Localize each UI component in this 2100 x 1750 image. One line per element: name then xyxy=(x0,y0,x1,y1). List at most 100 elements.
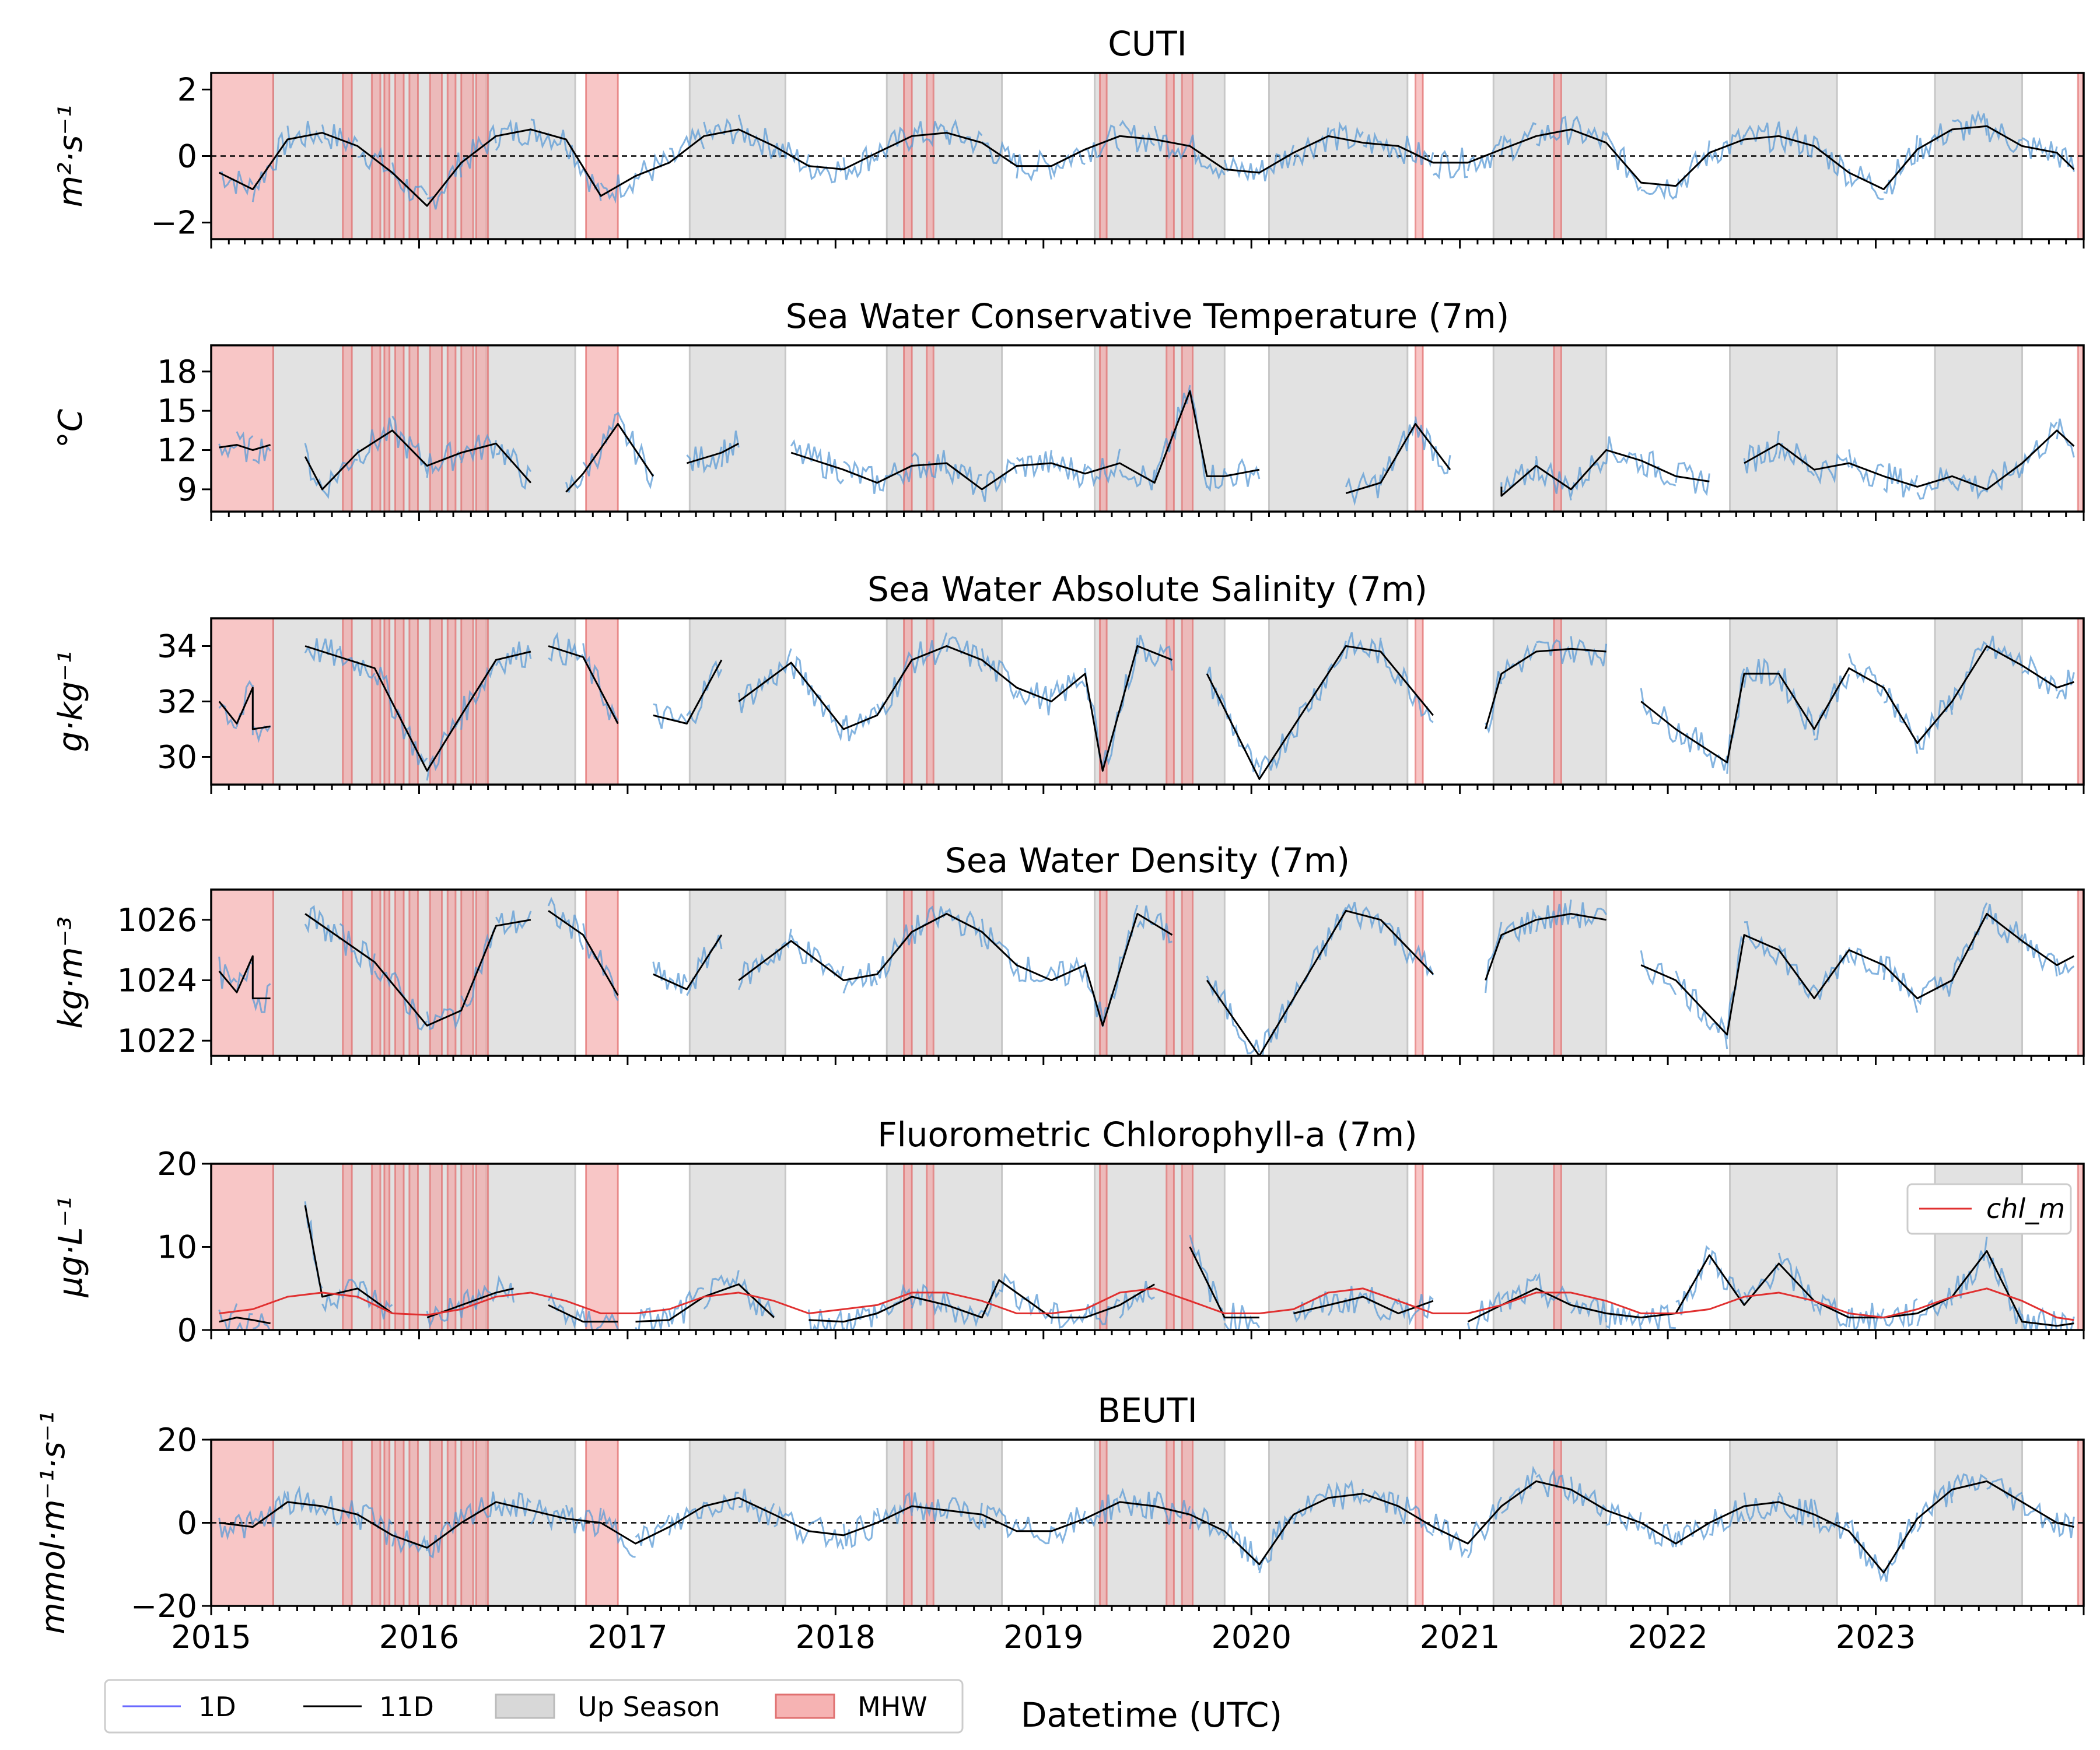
panel-shading-3 xyxy=(211,890,2084,1056)
mhw-band xyxy=(475,618,489,785)
mhw-band xyxy=(1414,890,1424,1056)
mhw-band xyxy=(903,890,913,1056)
mhw-band xyxy=(2077,890,2084,1056)
series-1d-line xyxy=(218,1201,2075,1330)
up-season-band xyxy=(1492,890,1608,1056)
series-1d-line xyxy=(219,110,2075,210)
panel-2: 30 32 34 Sea Water Absolute Salinity (7m) g·… xyxy=(52,569,2085,794)
up-season-band xyxy=(1934,345,2024,512)
up-season-band xyxy=(485,345,576,512)
mhw-band xyxy=(211,345,274,512)
panel-title: BEUTI xyxy=(1097,1391,1197,1430)
series-line-11d xyxy=(219,390,2075,497)
series-line-11d xyxy=(219,1480,2074,1574)
mhw-band xyxy=(342,1164,353,1330)
y-tick-label: 15 xyxy=(157,393,197,429)
panel-0: −2 0 2 CUTI m²·s⁻¹ xyxy=(52,24,2085,249)
x-tick-label: 2019 xyxy=(1003,1619,1083,1656)
y-tick-label: 12 xyxy=(157,432,197,469)
up-season-band xyxy=(1094,345,1226,512)
up-season-band xyxy=(688,345,786,512)
up-season-band xyxy=(1729,345,1838,512)
x-tick-label: 2021 xyxy=(1420,1619,1500,1656)
x-tick-label: 2020 xyxy=(1212,1619,1292,1656)
up-season-band xyxy=(1094,73,1226,239)
up-season-band xyxy=(1934,890,2024,1056)
mhw-band xyxy=(211,618,274,785)
mhw-band xyxy=(1166,618,1175,785)
mhw-band xyxy=(394,1164,405,1330)
up-season-band xyxy=(1729,890,1838,1056)
mhw-band xyxy=(460,1164,474,1330)
mhw-band xyxy=(394,890,405,1056)
mhw-band xyxy=(926,890,935,1056)
y-tick-label: 2 xyxy=(177,72,197,108)
legend-label-11d: 11D xyxy=(379,1691,434,1723)
y-tick-label: 9 xyxy=(177,471,197,508)
mhw-band xyxy=(2077,345,2084,512)
x-tick-label: 2022 xyxy=(1628,1619,1707,1656)
panel-title: Sea Water Conservative Temperature (7m) xyxy=(786,296,1510,336)
mhw-band xyxy=(1098,1164,1108,1330)
mhw-band xyxy=(370,1164,382,1330)
y-axis-label: °C xyxy=(52,409,90,448)
y-tick-label: 0 xyxy=(177,1312,197,1349)
mhw-band xyxy=(926,345,935,512)
mhw-band xyxy=(408,618,419,785)
mhw-band xyxy=(1181,1164,1194,1330)
mhw-band xyxy=(342,618,353,785)
y-axis-label: mmol·m⁻¹·s⁻¹ xyxy=(34,1411,72,1634)
mhw-band xyxy=(1166,345,1175,512)
y-tick-label: 1026 xyxy=(117,902,197,939)
series-1d-line xyxy=(218,1465,2075,1582)
up-season-band xyxy=(485,1164,576,1330)
y-tick-label: 1024 xyxy=(117,962,197,999)
mhw-band xyxy=(1553,345,1562,512)
up-season-band xyxy=(1094,618,1226,785)
mhw-band xyxy=(1181,890,1194,1056)
y-tick-label: 0 xyxy=(177,1505,197,1542)
x-tick-label: 2016 xyxy=(379,1619,459,1656)
mhw-band xyxy=(903,345,913,512)
mhw-band xyxy=(446,345,457,512)
panel-shading-2 xyxy=(211,618,2084,785)
legend-swatch-mhw xyxy=(775,1693,835,1719)
series-line-chl-m xyxy=(219,1287,2074,1321)
panel-lines-4 xyxy=(218,1201,2075,1330)
mhw-band xyxy=(1553,890,1562,1056)
y-axis-label: m²·s⁻¹ xyxy=(52,105,90,208)
mhw-band xyxy=(342,890,353,1056)
mhw-band xyxy=(429,890,443,1056)
y-tick-label: 32 xyxy=(157,684,197,720)
y-tick-label: 20 xyxy=(157,1146,197,1182)
mhw-band xyxy=(446,890,457,1056)
panel-3: 1022 1024 1026 Sea Water Density (7m) kg·m⁻³ xyxy=(52,841,2085,1065)
x-tick-label: 2018 xyxy=(796,1619,876,1656)
x-axis-label: Datetime (UTC) xyxy=(1021,1695,1282,1735)
panel-lines-0 xyxy=(219,110,2075,210)
inset-legend-frame xyxy=(1906,1183,2072,1235)
series-line-11d xyxy=(218,909,2075,1056)
mhw-band xyxy=(585,1164,619,1330)
mhw-band xyxy=(1166,1164,1175,1330)
y-tick-label: 34 xyxy=(157,628,197,665)
mhw-band xyxy=(394,618,405,785)
up-season-band xyxy=(1492,618,1608,785)
y-axis-label: g·kg⁻¹ xyxy=(52,651,90,752)
up-season-band xyxy=(1268,1440,1409,1606)
mhw-band xyxy=(446,1164,457,1330)
mhw-band xyxy=(408,345,419,512)
y-axis-label: kg·m⁻³ xyxy=(52,916,90,1028)
panel-shading-1 xyxy=(211,345,2084,512)
mhw-band xyxy=(2077,1164,2084,1330)
panel-title: Sea Water Density (7m) xyxy=(945,841,1350,880)
y-tick-label: 10 xyxy=(157,1229,197,1266)
up-season-band xyxy=(1094,890,1226,1056)
panel-lines-2 xyxy=(218,632,2075,781)
up-season-band xyxy=(688,618,786,785)
mhw-band xyxy=(1553,1164,1562,1330)
mhw-band xyxy=(408,1164,419,1330)
